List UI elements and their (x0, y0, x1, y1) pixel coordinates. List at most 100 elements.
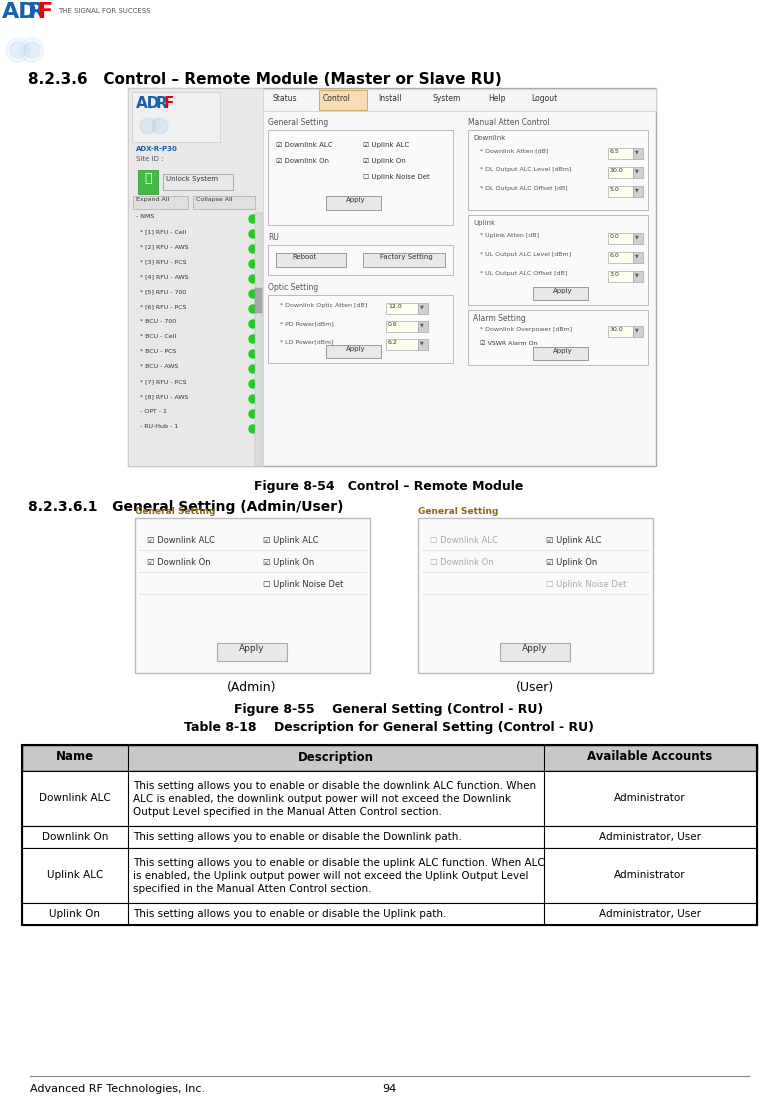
Text: ☑ VSWR Alarm On: ☑ VSWR Alarm On (480, 341, 538, 346)
Bar (418, 518, 653, 673)
Text: * UL Output ALC Level [dBm]: * UL Output ALC Level [dBm] (480, 252, 571, 257)
Bar (633, 167, 643, 178)
Text: System: System (433, 95, 461, 103)
Circle shape (249, 260, 257, 268)
Text: Uplink: Uplink (473, 220, 495, 226)
Text: Downlink ALC: Downlink ALC (39, 793, 111, 803)
Text: * LD Power[dBm]: * LD Power[dBm] (280, 338, 333, 344)
Circle shape (249, 320, 257, 328)
Text: ADX-R-P30: ADX-R-P30 (136, 146, 178, 152)
Bar (193, 196, 255, 209)
Text: ▼: ▼ (635, 234, 639, 238)
Text: Logout: Logout (531, 95, 557, 103)
Text: This setting allows you to enable or disable the downlink ALC function. When: This setting allows you to enable or dis… (133, 781, 536, 791)
Bar (133, 196, 188, 209)
Bar (533, 287, 588, 300)
Text: * [3] RFU - PCS: * [3] RFU - PCS (140, 259, 186, 264)
Text: R: R (156, 96, 167, 111)
Text: Apply: Apply (553, 348, 573, 354)
Text: Advanced RF Technologies, Inc.: Advanced RF Technologies, Inc. (30, 1084, 205, 1094)
Bar (533, 347, 588, 360)
Bar (468, 215, 648, 306)
Text: Help: Help (488, 95, 506, 103)
Text: * BCU - PCS: * BCU - PCS (140, 349, 176, 354)
Text: Status: Status (273, 95, 298, 103)
Bar (633, 252, 643, 263)
Text: Collapse All: Collapse All (196, 197, 232, 202)
Bar (22, 848, 757, 903)
Text: Downlink On: Downlink On (42, 832, 108, 842)
Bar (138, 170, 158, 195)
Circle shape (249, 245, 257, 253)
Text: ▼: ▼ (420, 304, 424, 309)
Text: 30.0: 30.0 (610, 168, 624, 173)
Text: ▼: ▼ (635, 168, 639, 173)
Bar (608, 167, 633, 178)
Text: This setting allows you to enable or disable the uplink ALC function. When ALC: This setting allows you to enable or dis… (133, 858, 545, 868)
Text: * [1] RFU - Cell: * [1] RFU - Cell (140, 229, 186, 234)
Bar (608, 271, 633, 282)
Text: * BCU - AWS: * BCU - AWS (140, 364, 178, 369)
Text: ☐ Uplink Noise Det: ☐ Uplink Noise Det (363, 174, 430, 180)
Bar (386, 321, 418, 332)
Bar (22, 826, 757, 848)
Text: 8.2.3.6.1   General Setting (Admin/User): 8.2.3.6.1 General Setting (Admin/User) (28, 500, 344, 514)
Text: * [8] RFU - AWS: * [8] RFU - AWS (140, 395, 189, 399)
Bar (268, 295, 453, 363)
Text: This setting allows you to enable or disable the Downlink path.: This setting allows you to enable or dis… (133, 832, 462, 842)
Bar (418, 321, 428, 332)
Bar (386, 338, 418, 349)
Text: Administrator: Administrator (614, 793, 686, 803)
Text: 12.0: 12.0 (388, 304, 402, 309)
Circle shape (249, 349, 257, 358)
Bar (386, 303, 418, 314)
Circle shape (140, 118, 156, 134)
Text: * Downlink Overpower [dBm]: * Downlink Overpower [dBm] (480, 328, 573, 332)
Text: * [6] RFU - PCS: * [6] RFU - PCS (140, 304, 186, 309)
Text: * PD Power[dBm]: * PD Power[dBm] (280, 321, 333, 326)
Text: 🔒: 🔒 (144, 173, 151, 185)
Text: Name: Name (56, 751, 94, 764)
Text: - OPT - 1: - OPT - 1 (140, 409, 167, 414)
Bar (263, 89, 656, 111)
Text: Figure 8-55    General Setting (Control - RU): Figure 8-55 General Setting (Control - R… (234, 703, 544, 717)
Bar (217, 643, 287, 660)
Text: ▼: ▼ (635, 328, 639, 332)
Text: Uplink ALC: Uplink ALC (47, 870, 103, 880)
Text: Apply: Apply (346, 197, 365, 203)
Text: F: F (164, 96, 174, 111)
Text: ☑ Uplink On: ☑ Uplink On (546, 558, 597, 567)
Text: Uplink On: Uplink On (50, 909, 100, 919)
Text: Figure 8-54   Control – Remote Module: Figure 8-54 Control – Remote Module (254, 480, 523, 493)
Text: Optic Setting: Optic Setting (268, 284, 319, 292)
Text: ☑ Uplink On: ☑ Uplink On (263, 558, 314, 567)
Text: ▼: ▼ (420, 322, 424, 328)
Text: ▼: ▼ (635, 149, 639, 154)
Bar (608, 252, 633, 263)
Bar (22, 903, 757, 925)
Bar (128, 88, 263, 466)
Text: Downlink: Downlink (473, 135, 506, 141)
Text: Apply: Apply (522, 644, 548, 653)
Text: ☑ Uplink ALC: ☑ Uplink ALC (546, 536, 601, 545)
Text: ☑ Downlink ALC: ☑ Downlink ALC (276, 142, 333, 148)
Text: * DL Output ALC Offset [dB]: * DL Output ALC Offset [dB] (480, 186, 568, 191)
Circle shape (249, 290, 257, 298)
Circle shape (24, 42, 40, 58)
Text: ☑ Downlink On: ☑ Downlink On (147, 558, 210, 567)
Text: Reboot: Reboot (292, 254, 316, 260)
Bar (633, 271, 643, 282)
Text: ☑ Uplink ALC: ☑ Uplink ALC (263, 536, 319, 545)
Circle shape (152, 118, 168, 134)
Text: Manual Atten Control: Manual Atten Control (468, 118, 550, 127)
Text: Table 8-18    Description for General Setting (Control - RU): Table 8-18 Description for General Setti… (184, 721, 594, 734)
Bar (608, 326, 633, 337)
Text: This setting allows you to enable or disable the Uplink path.: This setting allows you to enable or dis… (133, 909, 446, 919)
Text: AD: AD (2, 2, 37, 22)
Text: THE SIGNAL FOR SUCCESS: THE SIGNAL FOR SUCCESS (58, 8, 150, 14)
Text: 0.6: 0.6 (388, 322, 398, 328)
Bar (268, 130, 453, 225)
Text: Unlock System: Unlock System (166, 176, 218, 182)
Text: Factory Setting: Factory Setting (380, 254, 433, 260)
Text: - RU-Hub - 1: - RU-Hub - 1 (140, 424, 178, 429)
